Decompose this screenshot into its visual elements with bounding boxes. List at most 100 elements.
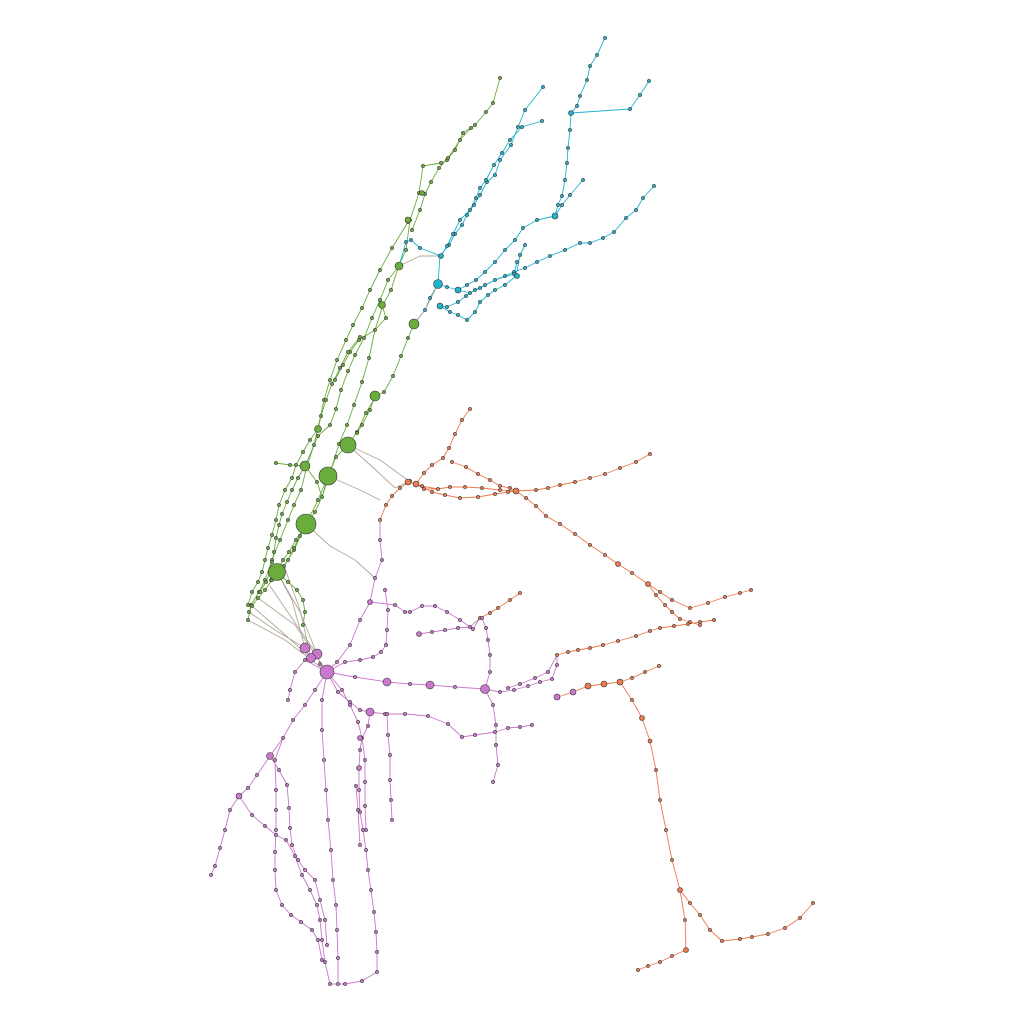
purple-edge-path (274, 737, 323, 961)
green-node (320, 495, 324, 499)
purple-node (488, 670, 492, 674)
cyan-hub-node (454, 286, 462, 294)
green-node (264, 580, 268, 584)
cyan-node (515, 260, 519, 264)
purple-node (250, 813, 254, 817)
orange-node (670, 858, 674, 862)
cyan-node (448, 310, 452, 314)
cyan-node (503, 283, 507, 287)
purple-node (343, 982, 347, 986)
green-node (292, 503, 296, 507)
cyan-node (624, 216, 628, 220)
purple-hub-node (319, 664, 335, 680)
purple-node (473, 733, 477, 737)
purple-node (320, 938, 324, 942)
orange-node (658, 798, 662, 802)
bridge-edge-path (248, 611, 306, 649)
green-hub-node (408, 318, 420, 330)
orange-node (463, 485, 467, 489)
purple-node (299, 920, 303, 924)
orange-edge-path (619, 681, 687, 971)
cyan-node (603, 36, 607, 40)
cyan-node (492, 163, 496, 167)
orange-node (460, 418, 464, 422)
green-node (367, 356, 371, 360)
purple-node (385, 712, 389, 716)
purple-node (471, 627, 475, 631)
purple-node (358, 708, 362, 712)
orange-node (378, 518, 382, 522)
purple-node (430, 630, 434, 634)
green-node (272, 550, 276, 554)
green-node (341, 363, 345, 367)
purple-node (356, 808, 360, 812)
purple-node (389, 798, 393, 802)
green-node (256, 596, 260, 600)
green-node (498, 76, 502, 80)
orange-node (720, 939, 724, 943)
green-node (296, 476, 300, 480)
orange-node (546, 486, 550, 490)
green-node (473, 123, 477, 127)
purple-node (263, 824, 267, 828)
orange-node (430, 463, 434, 467)
purple-node (372, 910, 376, 914)
orange-node (654, 593, 658, 597)
purple-node (286, 698, 290, 702)
purple-node (357, 788, 361, 792)
orange-node (657, 664, 661, 668)
green-node (378, 298, 382, 302)
cyan-node (518, 253, 522, 257)
node-layer (209, 36, 815, 986)
purple-edge-path (369, 601, 481, 630)
purple-node (386, 733, 390, 737)
purple-node (289, 913, 293, 917)
cyan-edge-path (413, 283, 439, 325)
purple-node (366, 868, 370, 872)
green-node (270, 560, 274, 564)
purple-node (325, 943, 329, 947)
green-hub-node (318, 466, 338, 486)
purple-edge-path (326, 519, 383, 673)
purple-node (296, 858, 300, 862)
cyan-node (483, 270, 487, 274)
green-node (406, 336, 410, 340)
purple-node (326, 818, 330, 822)
purple-node (313, 878, 317, 882)
green-node (334, 455, 338, 459)
cyan-node (493, 260, 497, 264)
green-node (286, 558, 290, 562)
cyan-node (585, 78, 589, 82)
orange-node (518, 591, 522, 595)
purple-node (360, 979, 364, 983)
green-node (386, 278, 390, 282)
cyan-node (473, 310, 477, 314)
purple-node (223, 828, 227, 832)
green-node (328, 423, 332, 427)
cyan-node (601, 236, 605, 240)
purple-node (331, 878, 335, 882)
cyan-node (418, 246, 422, 250)
green-node (389, 288, 393, 292)
purple-node (293, 854, 297, 858)
purple-node (246, 786, 250, 790)
green-node (324, 398, 328, 402)
purple-node (388, 753, 392, 757)
purple-edge-path (326, 589, 389, 673)
green-node (250, 590, 254, 594)
purple-node (512, 688, 516, 692)
orange-edge-path (379, 480, 411, 521)
cyan-node (423, 308, 427, 312)
cyan-node (595, 53, 599, 57)
purple-node (375, 970, 379, 974)
green-node (290, 488, 294, 492)
green-node (287, 550, 291, 554)
orange-node (798, 916, 802, 920)
green-node (404, 248, 408, 252)
purple-node (285, 783, 289, 787)
green-node (384, 316, 388, 320)
orange-node (603, 553, 607, 557)
cyan-node (428, 296, 432, 300)
purple-node (393, 603, 397, 607)
green-node (421, 164, 425, 168)
